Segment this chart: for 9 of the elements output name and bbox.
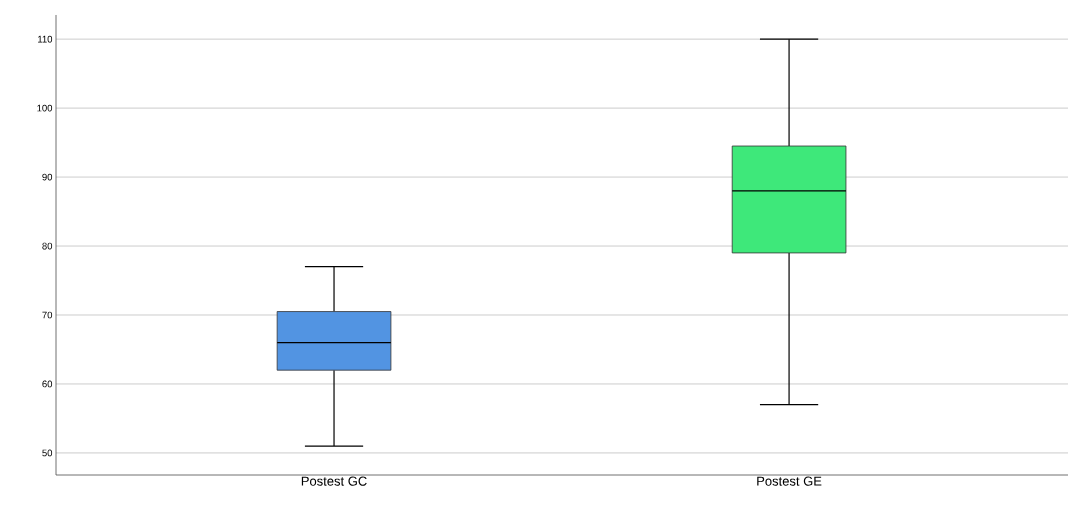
- y-tick-label: 80: [42, 242, 53, 250]
- x-tick-label: Postest GC: [301, 476, 367, 486]
- y-tick-label: 90: [42, 173, 53, 181]
- x-tick-label: Postest GE: [757, 476, 822, 486]
- y-tick-label: 60: [42, 380, 53, 388]
- y-tick-label: 110: [38, 35, 53, 43]
- y-tick-label: 70: [42, 311, 53, 319]
- y-tick-label: 100: [37, 104, 53, 112]
- y-tick-label: 50: [42, 449, 53, 457]
